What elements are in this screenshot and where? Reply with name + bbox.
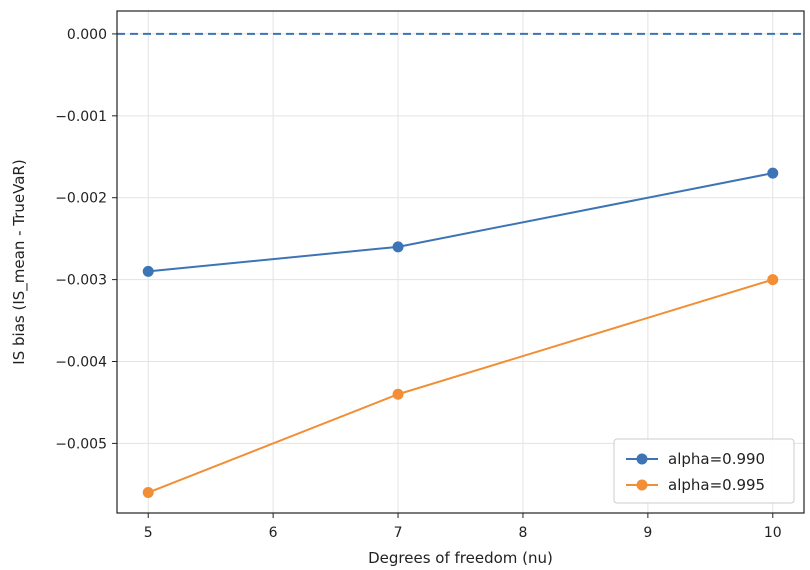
y-tick-label: −0.001 <box>55 109 107 125</box>
y-tick-label: 0.000 <box>67 27 107 43</box>
x-axis-label: Degrees of freedom (nu) <box>368 549 553 567</box>
data-point <box>767 167 779 179</box>
ticks-group: 5 6 7 8 9 10 0.000 −0.001 −0.002 −0.003 −0.004 −0.0… <box>55 27 781 541</box>
legend: alpha=0.990 alpha=0.995 <box>613 438 795 504</box>
x-tick-label: 9 <box>643 525 652 541</box>
legend-label: alpha=0.995 <box>668 476 765 494</box>
x-tick-label: 7 <box>394 525 403 541</box>
x-tick-label: 5 <box>144 525 153 541</box>
x-tick-label: 6 <box>269 525 278 541</box>
data-point <box>392 388 404 400</box>
plot-frame <box>116 10 805 514</box>
legend-label: alpha=0.990 <box>668 450 765 468</box>
data-point <box>767 274 779 286</box>
data-point <box>392 241 404 253</box>
data-point <box>142 487 154 499</box>
x-tick-label: 10 <box>764 525 782 541</box>
legend-box <box>613 438 795 504</box>
grid <box>117 11 804 513</box>
y-tick-label: −0.004 <box>55 354 107 370</box>
series-line-1 <box>148 172 773 273</box>
legend-marker <box>636 479 648 491</box>
y-tick-label: −0.003 <box>55 273 107 289</box>
data-point <box>142 265 154 277</box>
y-tick-label: −0.005 <box>55 436 107 452</box>
y-axis-label: IS bias (IS_mean - TrueVaR) <box>10 159 29 364</box>
series-group <box>142 167 779 499</box>
x-tick-label: 8 <box>518 525 527 541</box>
legend-marker <box>636 453 648 465</box>
y-tick-label: −0.002 <box>55 191 107 207</box>
